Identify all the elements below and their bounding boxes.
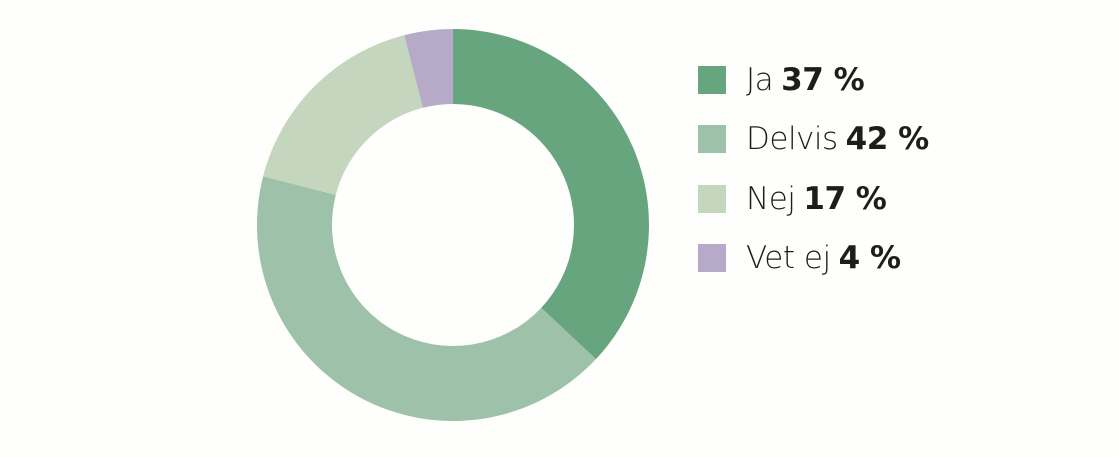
legend-value: 17 %: [803, 180, 887, 217]
legend-item-ja: Ja 37 %: [698, 50, 929, 110]
donut-slice-vet-ej: [404, 29, 453, 108]
legend-item-delvis: Delvis 42 %: [698, 110, 929, 170]
legend-value: 4 %: [838, 240, 901, 277]
legend-item-vet-ej: Vet ej 4 %: [698, 229, 929, 289]
legend-swatch: [698, 65, 726, 94]
donut-slice-ja: [453, 29, 649, 360]
legend-label: Nej: [746, 180, 796, 217]
donut-slice-delvis: [257, 176, 596, 422]
legend-value: 37 %: [781, 61, 865, 98]
legend-label: Delvis: [746, 121, 838, 158]
legend: Ja 37 % Delvis 42 % Nej 17 % Vet ej 4 %: [698, 50, 929, 288]
donut-slice-nej: [263, 35, 423, 195]
legend-swatch: [698, 244, 726, 273]
legend-swatch: [698, 184, 726, 213]
legend-swatch: [698, 125, 726, 154]
legend-item-nej: Nej 17 %: [698, 169, 929, 229]
legend-value: 42 %: [845, 121, 930, 158]
legend-label: Vet ej: [746, 240, 831, 277]
legend-label: Ja: [746, 61, 774, 98]
